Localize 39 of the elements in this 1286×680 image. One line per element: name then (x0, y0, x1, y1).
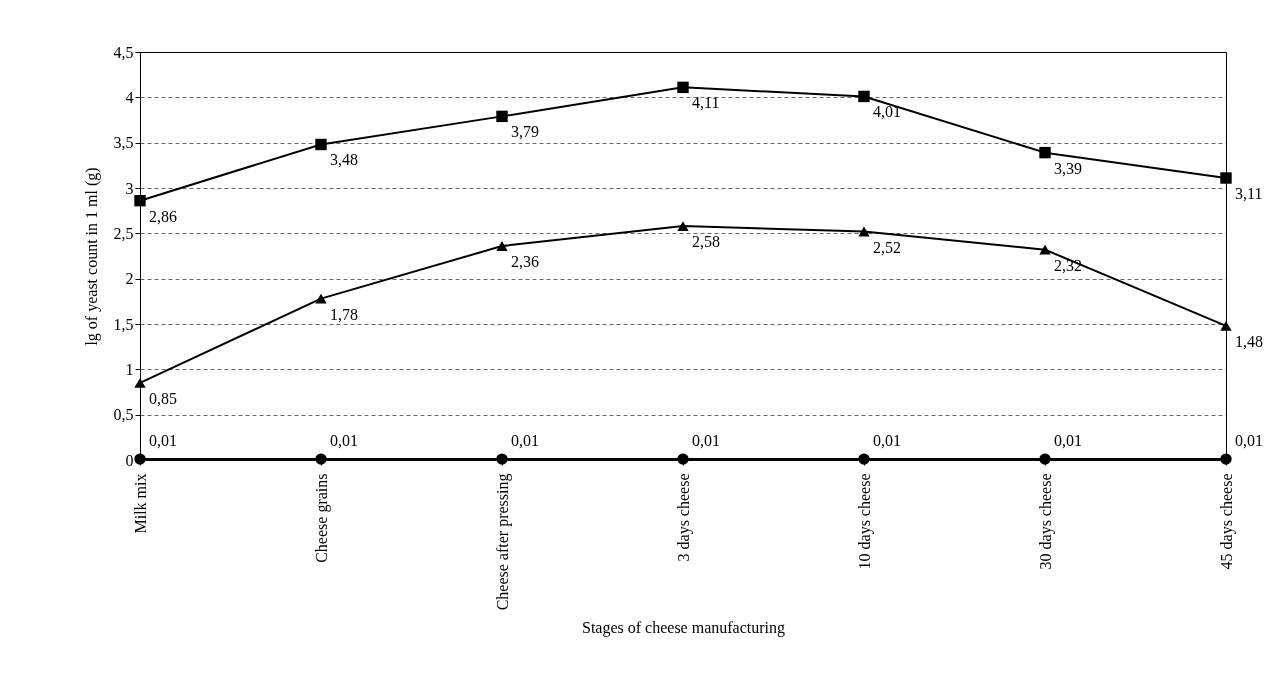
x-tick-label: 45 days cheese (1217, 473, 1236, 570)
y-tick-label: 2,5 (113, 224, 134, 242)
data-label: 0,01 (1235, 432, 1263, 450)
y-tick-label: 3,5 (113, 134, 134, 152)
data-label: 0,01 (873, 432, 901, 450)
x-axis-title: Stages of cheese manufacturing (581, 619, 786, 638)
data-label: 2,86 (149, 207, 177, 225)
y-tick-label: 1,5 (113, 315, 134, 333)
x-tick-label: Milk mix (131, 473, 149, 534)
y-tick-label: 3 (125, 179, 134, 197)
data-label: 3,11 (1235, 185, 1263, 203)
x-tick-label: Cheese grains (312, 473, 331, 563)
data-label: 0,01 (692, 432, 720, 450)
data-label: 1,78 (330, 305, 358, 323)
y-tick-label: 4 (125, 88, 134, 106)
x-tick-label: 30 days cheese (1036, 473, 1055, 570)
data-label: 3,79 (511, 123, 539, 141)
x-tick-label: 3 days cheese (674, 473, 693, 562)
y-tick-label: 2 (125, 270, 134, 288)
data-label: 3,48 (330, 151, 358, 169)
data-label: 0,01 (511, 432, 539, 450)
y-tick-label: 0 (125, 451, 134, 469)
data-label: 0,01 (1054, 432, 1082, 450)
x-tick-label: 10 days cheese (855, 473, 874, 570)
y-axis-title: lg of yeast count in 1 ml (g) (82, 167, 101, 346)
data-label: 2,36 (511, 253, 539, 271)
data-label: 0,01 (330, 432, 358, 450)
data-label: 0,01 (149, 432, 177, 450)
data-label: 4,11 (692, 94, 720, 112)
data-label: 1,48 (1235, 332, 1263, 350)
data-label: 2,52 (873, 238, 901, 256)
y-tick-label: 0,5 (113, 406, 134, 424)
data-label: 0,85 (149, 389, 177, 407)
x-tick-label: Cheese after pressing (493, 473, 512, 611)
y-tick-label: 4,5 (113, 43, 134, 61)
data-label: 2,58 (692, 233, 720, 251)
y-tick-label: 1 (125, 360, 134, 378)
data-label: 3,39 (1054, 159, 1082, 177)
data-label: 4,01 (873, 103, 901, 121)
